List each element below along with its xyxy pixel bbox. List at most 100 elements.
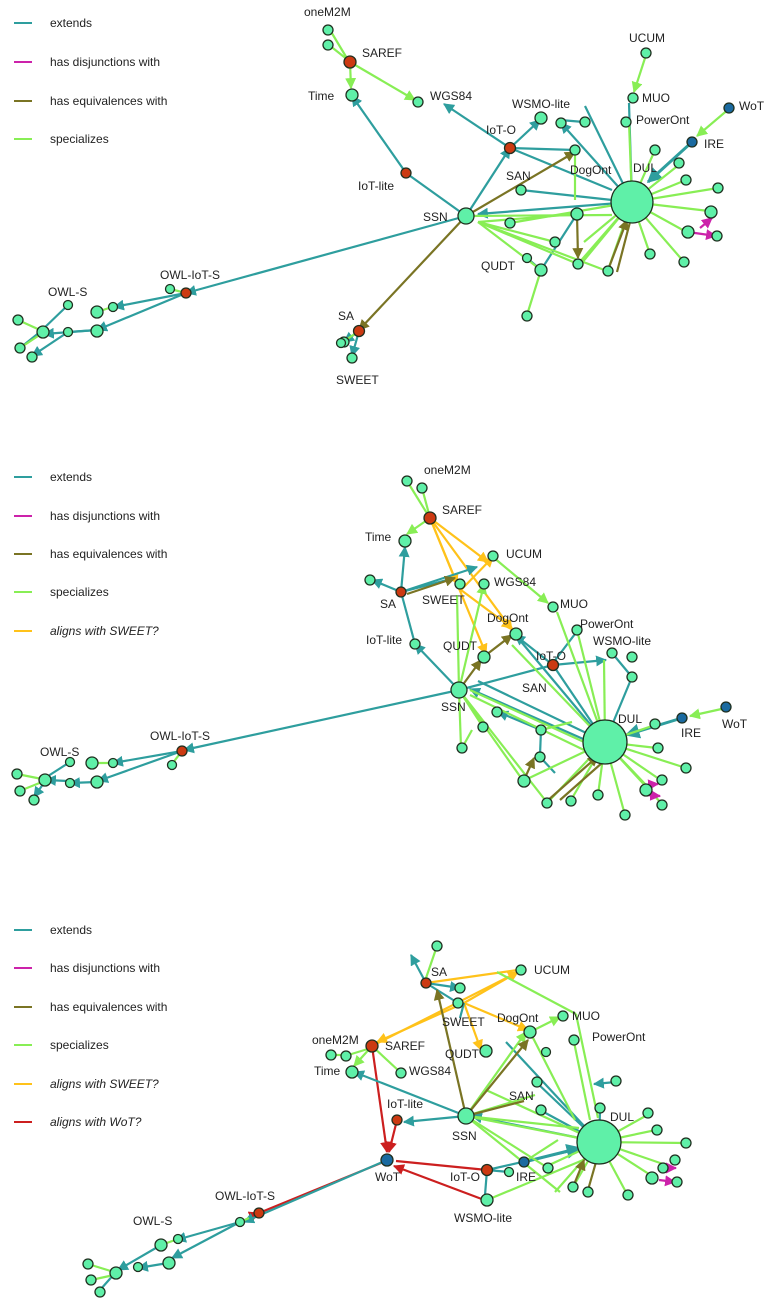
node-label: QUDT: [445, 1047, 480, 1061]
node-onem2m: [340, 1050, 352, 1062]
legend-label: extends: [50, 470, 92, 484]
edge-specializes: [465, 1114, 580, 1130]
node-qudt: [477, 650, 491, 664]
node: [26, 351, 38, 363]
node-label: IoT-O: [536, 649, 566, 663]
edge-specializes: [555, 611, 607, 743]
edge-extends: [182, 688, 460, 754]
edge-extends: [184, 214, 467, 296]
node: [109, 1266, 123, 1280]
node: [680, 762, 692, 774]
edge-specializes: [529, 1031, 576, 1121]
node-label: SWEET: [336, 373, 379, 387]
edge-equivalence: [572, 213, 584, 260]
node-label: OWL-S: [133, 1214, 172, 1228]
edge-specializes: [465, 1115, 549, 1169]
node: [619, 809, 631, 821]
node: [14, 342, 26, 354]
edge-extends: [117, 1244, 162, 1271]
node-label: IRE: [516, 1170, 536, 1184]
node-label: DogOnt: [570, 163, 612, 177]
node: [579, 116, 591, 128]
edge-equivalence: [606, 218, 629, 271]
node-poweront: [571, 624, 583, 636]
edge-aligns-sweet: [425, 968, 519, 985]
panel-2: extends has disjunctions with has equiva…: [11, 463, 748, 821]
edge-aligns-sweet: [371, 971, 519, 1047]
legend-label: specializes: [50, 585, 109, 599]
edge-extends: [514, 634, 554, 666]
node-wgs84: [395, 1067, 407, 1079]
node: [94, 1286, 106, 1298]
node-label: WGS84: [409, 1064, 451, 1078]
node: [656, 774, 668, 786]
edge-specializes: [525, 269, 543, 316]
node-muo: [627, 92, 639, 104]
node: [712, 182, 724, 194]
node-muo: [557, 1010, 569, 1022]
node-label: PowerOnt: [580, 617, 634, 631]
edge-specializes: [458, 689, 550, 806]
node-san: [515, 184, 527, 196]
edge-specializes: [477, 221, 542, 271]
node: [549, 236, 561, 248]
edge-specializes: [477, 220, 608, 273]
edge-extends: [646, 140, 694, 184]
edge-specializes: [469, 688, 585, 744]
edge-equivalence: [615, 221, 632, 273]
node-san: [535, 1104, 547, 1116]
node: [82, 1258, 94, 1270]
legend-label: has disjunctions with: [50, 961, 160, 975]
node: [107, 757, 119, 769]
edge-extends: [351, 95, 407, 174]
node-owl-s: [90, 305, 104, 319]
node-wot: [723, 102, 735, 114]
node-label: SSN: [423, 210, 448, 224]
node-iot-lite: [391, 1114, 403, 1126]
node-saref: [423, 511, 437, 525]
node-label: Time: [314, 1064, 341, 1078]
node: [594, 1102, 606, 1114]
edge-extends: [400, 564, 479, 594]
edge-specializes: [523, 1139, 559, 1163]
edge-specializes: [465, 1114, 580, 1140]
node-label: IoT-lite: [366, 633, 402, 647]
node-label: SA: [338, 309, 354, 323]
node-label: WSMO-lite: [593, 634, 651, 648]
edge-equivalence: [465, 1099, 525, 1118]
node: [28, 794, 40, 806]
node: [606, 647, 618, 659]
node: [107, 301, 119, 313]
node-label: MUO: [572, 1009, 600, 1023]
node-wgs84: [478, 578, 490, 590]
node-dul: [582, 719, 628, 765]
edge-extends: [520, 188, 613, 202]
nodes: [82, 940, 692, 1298]
node: [678, 256, 690, 268]
node: [681, 225, 695, 239]
node-owl-iot-s: [180, 287, 192, 299]
node: [572, 258, 584, 270]
node-dogont: [569, 144, 581, 156]
legend-label: aligns with SWEET?: [50, 1077, 159, 1091]
node-label: WSMO-lite: [454, 1211, 512, 1225]
node-sweet: [454, 578, 466, 590]
node-owl-s: [90, 775, 104, 789]
legend-label: extends: [50, 923, 92, 937]
edge-aligns-sweet: [463, 1001, 530, 1032]
node: [14, 785, 26, 797]
node-time: [345, 88, 359, 102]
nodes: [12, 24, 735, 364]
legend: extends has disjunctions with has equiva…: [14, 16, 167, 146]
node-label: OWL-S: [48, 285, 87, 299]
node-sa: [352, 324, 366, 338]
edge-extends: [242, 1158, 388, 1224]
node: [172, 1233, 184, 1245]
node-label: MUO: [560, 597, 588, 611]
node: [642, 1107, 654, 1119]
node-label: DUL: [618, 712, 642, 726]
node: [416, 482, 428, 494]
edge-extends: [443, 103, 511, 149]
node-label: WSMO-lite: [512, 97, 570, 111]
